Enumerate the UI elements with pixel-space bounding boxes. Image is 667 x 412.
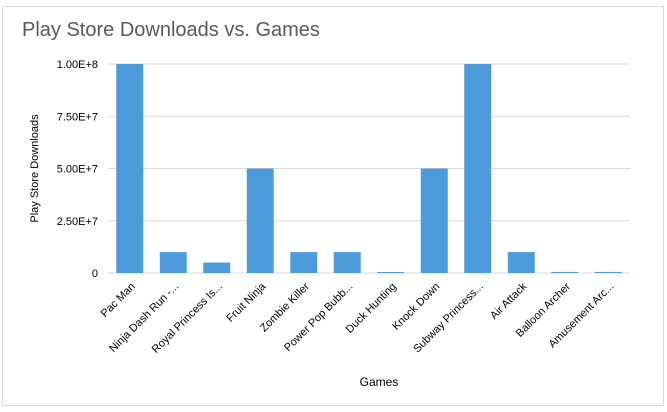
- x-tick-label: Air Attack: [488, 280, 530, 322]
- bar: [290, 252, 318, 273]
- chart-area: [2, 6, 664, 406]
- bar: [159, 252, 187, 273]
- bar: [246, 168, 274, 273]
- bar: [594, 271, 622, 273]
- bar: [116, 64, 144, 273]
- bar: [551, 271, 579, 273]
- bar: [377, 272, 405, 273]
- x-tick-label: Fruit Ninja: [224, 280, 269, 325]
- y-tick-label: 5.00E+7: [57, 164, 98, 176]
- y-tick-label: 0: [92, 268, 98, 280]
- x-tick-label: Pac Man: [99, 281, 138, 320]
- y-tick-label: 7.50E+7: [57, 111, 98, 123]
- bar: [464, 64, 492, 273]
- y-tick-label: 1.00E+8: [57, 59, 98, 71]
- bar: [203, 262, 231, 273]
- bar: [333, 252, 361, 273]
- bar: [507, 252, 535, 273]
- bar: [420, 168, 448, 273]
- x-axis-title: Games: [360, 375, 399, 389]
- chart-title: Play Store Downloads vs. Games: [22, 19, 320, 41]
- y-axis-title: Play Store Downloads: [29, 114, 41, 223]
- y-tick-label: 2.50E+7: [57, 216, 98, 228]
